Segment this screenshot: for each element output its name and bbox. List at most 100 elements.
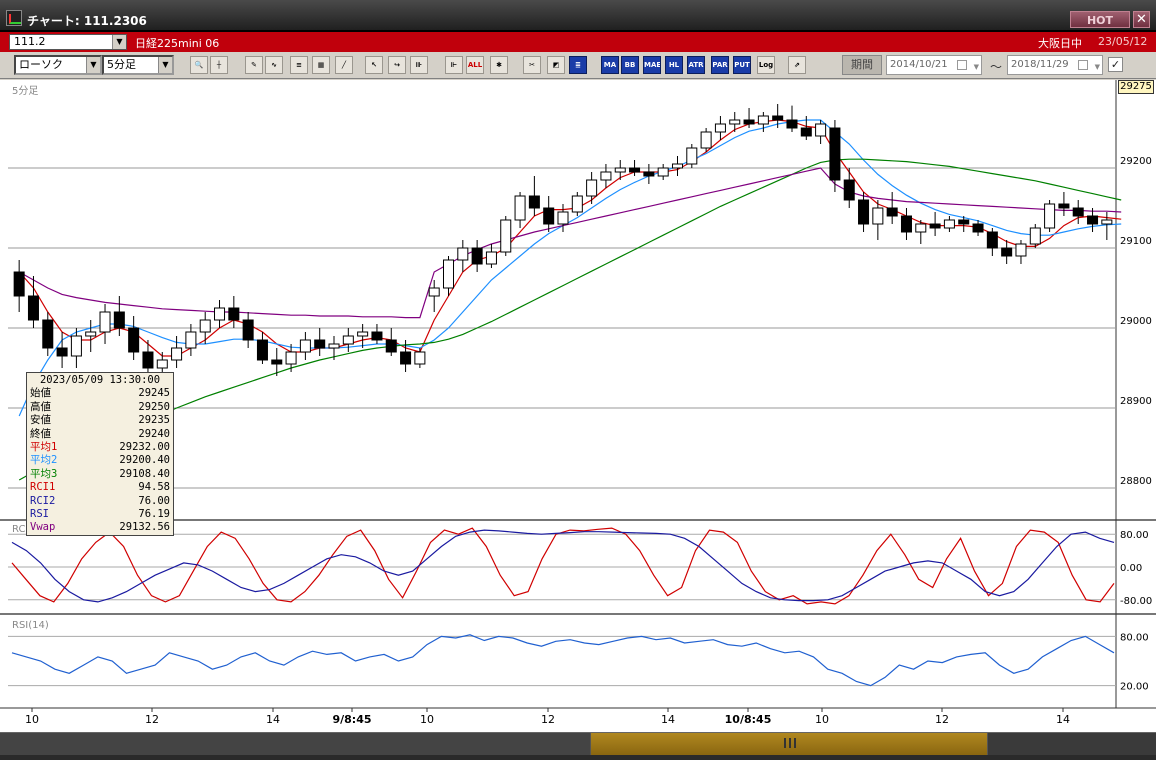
horizontal-scrollbar[interactable]: [0, 732, 1156, 760]
candle-body: [457, 247, 469, 261]
info-value: 29132.56: [119, 521, 170, 534]
rci-panel-label: RCI: [12, 524, 28, 535]
info-row: RSI 76.19: [30, 508, 170, 521]
mark-icon[interactable]: ≡: [290, 56, 308, 74]
calendar-icon[interactable]: [957, 60, 967, 70]
info-value: 29250: [138, 400, 170, 413]
price-series-line: [18, 158, 1122, 481]
log-icon[interactable]: Log: [757, 56, 775, 74]
tools-icon[interactable]: ✂: [523, 56, 541, 74]
calendar-icon[interactable]: [1078, 60, 1088, 70]
chevron-down-icon[interactable]: ▼: [1094, 63, 1100, 71]
atr-icon[interactable]: ATR: [687, 56, 705, 74]
zoom-icon[interactable]: 🔍: [190, 56, 208, 74]
chart-area[interactable]: 29200 29100 29000 28900 28800 5分足 80.00 0.00 -80…: [0, 80, 1156, 732]
info-label: RCI1: [30, 481, 56, 494]
pointer-icon[interactable]: ↖: [365, 56, 383, 74]
price-tick-label: 28900: [1120, 396, 1152, 407]
export-icon[interactable]: ⇗: [788, 56, 806, 74]
date-to-input[interactable]: 2018/11/29 ▼: [1007, 55, 1103, 75]
bar-icon[interactable]: ⊩: [445, 56, 463, 74]
candle-body: [786, 119, 798, 129]
candle-body: [228, 307, 240, 321]
x-tick-label: 9/8:45: [332, 713, 371, 726]
interval-select[interactable]: 5分足 ▼: [102, 55, 174, 75]
date-separator: ～: [990, 60, 1003, 74]
lock-icon[interactable]: ▦: [312, 56, 330, 74]
all-icon[interactable]: ALL: [466, 56, 484, 74]
candle-body: [328, 343, 340, 349]
info-row: 始値 29245: [30, 387, 170, 400]
candle-body: [600, 171, 612, 181]
put-icon[interactable]: PUT: [733, 56, 751, 74]
info-label: 平均1: [30, 440, 58, 453]
bb-icon[interactable]: BB: [621, 56, 639, 74]
info-row: 平均1 29232.00: [30, 441, 170, 454]
chevron-down-icon[interactable]: ▼: [158, 57, 172, 73]
x-tick-label: 12: [145, 713, 159, 726]
candle-body: [414, 351, 426, 365]
candle-body: [142, 351, 154, 369]
price-tick-label: 29000: [1120, 316, 1152, 327]
candle-body: [743, 119, 755, 125]
title-bar[interactable]: チャート: 111.2306 HOT ✕: [0, 0, 1156, 32]
candle-body: [485, 251, 497, 265]
ma-icon[interactable]: MA: [601, 56, 619, 74]
candle-icon[interactable]: ⊪: [410, 56, 428, 74]
info-value: 29200.40: [119, 454, 170, 467]
x-tick-label: 10: [25, 713, 39, 726]
arrow-icon[interactable]: ↪: [388, 56, 406, 74]
vol-icon[interactable]: ≣: [569, 56, 587, 74]
period-button[interactable]: 期間: [842, 55, 882, 75]
info-label: RSI: [30, 507, 49, 520]
rci-tick-label: -80.00: [1120, 596, 1152, 607]
chevron-down-icon[interactable]: ▼: [112, 35, 126, 49]
date-from-input[interactable]: 2014/10/21 ▼: [886, 55, 982, 75]
candle-body: [285, 351, 297, 365]
candle-body: [815, 123, 827, 137]
info-value: 29108.40: [119, 467, 170, 480]
draw-icon[interactable]: ✎: [245, 56, 263, 74]
candle-body: [586, 179, 598, 197]
chart-svg[interactable]: 29200 29100 29000 28900 28800 5分足 80.00 0.00 -80…: [0, 80, 1156, 732]
scrollbar-thumb[interactable]: [590, 733, 988, 755]
candle-body: [271, 359, 283, 365]
chevron-down-icon[interactable]: ▼: [973, 63, 979, 71]
info-value: 76.19: [138, 507, 170, 520]
scrollbar-track-left[interactable]: [0, 733, 590, 755]
x-axis-band: [0, 708, 1156, 732]
candle-body: [185, 331, 197, 349]
candle-body: [385, 339, 397, 353]
crosshair-icon[interactable]: ┼: [210, 56, 228, 74]
hl-icon[interactable]: HL: [665, 56, 683, 74]
x-tick-label: 14: [661, 713, 675, 726]
mae-icon[interactable]: MAE: [643, 56, 661, 74]
close-icon[interactable]: ✕: [1133, 11, 1150, 28]
candle-body: [70, 335, 82, 357]
x-tick-label: 10: [420, 713, 434, 726]
candle-body: [156, 359, 168, 369]
rsi-tick-label: 20.00: [1120, 682, 1149, 693]
line-icon[interactable]: ╱: [335, 56, 353, 74]
code-input[interactable]: 111.2 ▼: [9, 34, 127, 50]
toolbar: ローソク ▼ 5分足 ▼ 🔍 ┼ ✎ ∿ ≡ ▦ ╱ ↖ ↪ ⊪ ⊩ ALL ✱ ✂ ◩ ≣ MA BB MAE HL AT…: [0, 52, 1156, 79]
settings-icon[interactable]: ✱: [490, 56, 508, 74]
chevron-down-icon[interactable]: ▼: [86, 57, 100, 73]
period-checkbox[interactable]: ✓: [1108, 57, 1123, 72]
rsi-panel-label: RSI(14): [12, 620, 49, 631]
candle-body: [1072, 207, 1084, 217]
chart-type-select[interactable]: ローソク ▼: [14, 55, 102, 75]
chart-background: [0, 80, 1156, 732]
trend-icon[interactable]: ∿: [265, 56, 283, 74]
candle-body: [571, 195, 583, 213]
price-series-line: [18, 119, 1122, 417]
x-tick-label: 12: [935, 713, 949, 726]
info-row: 高値 29250: [30, 401, 170, 414]
hot-button[interactable]: HOT: [1070, 11, 1130, 28]
para-icon[interactable]: PAR: [711, 56, 729, 74]
x-tick-label: 14: [1056, 713, 1070, 726]
candle-body: [800, 127, 812, 137]
scrollbar-track-right[interactable]: [988, 733, 1156, 755]
color-icon[interactable]: ◩: [547, 56, 565, 74]
candle-body: [1058, 203, 1070, 209]
